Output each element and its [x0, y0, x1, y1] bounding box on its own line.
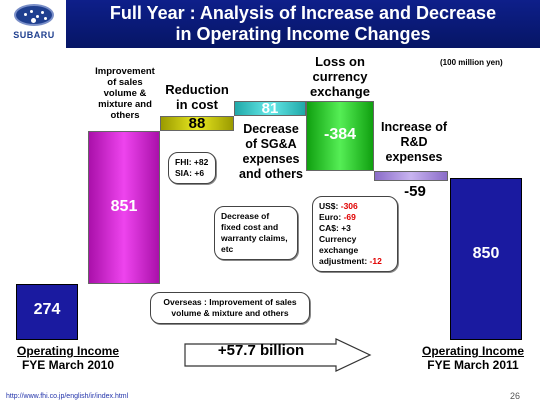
currency-adj-line: Currency: [319, 234, 357, 244]
label-cost-line: in cost: [176, 97, 218, 112]
logo-text: SUBARU: [13, 30, 55, 40]
bar-rd: [374, 171, 448, 181]
label-currency-line: currency: [312, 69, 368, 84]
callout-currency-breakdown: US$: -306 Euro: -69 CA$: +3 Currency exc…: [312, 196, 398, 272]
cost-fhi: FHI: +82: [175, 157, 209, 167]
end-label-line1: Operating Income: [421, 344, 525, 358]
callout-cost-breakdown: FHI: +82 SIA: +6: [168, 152, 216, 184]
cost-sia: SIA: +6: [175, 168, 205, 178]
adj-value: -12: [369, 256, 382, 266]
label-sga-line: of SG&A: [245, 137, 297, 151]
bar-currency: -384: [306, 101, 374, 171]
euro-label: Euro:: [319, 212, 344, 222]
label-rd-line: expenses: [385, 150, 443, 164]
label-cost-line: Reduction: [165, 82, 229, 97]
label-sales-line: others: [110, 110, 140, 121]
overseas-line: volume & mixture and others: [171, 308, 289, 318]
bar-rd-value: -59: [404, 183, 426, 200]
label-sales-line: mixture and: [98, 99, 152, 110]
end-label-line2: FYE March 2011: [427, 358, 519, 372]
currency-euro: Euro: -69: [319, 212, 391, 223]
overseas-line: Overseas : Improvement of sales: [163, 297, 297, 307]
label-sga: Decrease of SG&A expenses and others: [230, 122, 312, 182]
unit-note: (100 million yen): [440, 58, 503, 67]
bar-start: 274: [16, 284, 78, 340]
bar-cost-value: 88: [188, 115, 206, 132]
callout-sga-note: Decrease of fixed cost and warranty clai…: [214, 206, 298, 260]
sga-note-line: Decrease of: [221, 211, 270, 221]
bar-sga-value: 81: [261, 100, 279, 117]
us-value: -306: [340, 201, 358, 211]
total-change-arrow-icon: [184, 338, 372, 372]
label-sales: Improvement of sales volume & mixture an…: [86, 66, 164, 121]
currency-adj-line: exchange: [319, 245, 359, 255]
adj-label: adjustment:: [319, 256, 370, 266]
callout-overseas-note: Overseas : Improvement of sales volume &…: [150, 292, 310, 324]
label-rd: Increase of R&D expenses: [372, 120, 456, 165]
title-line-2: in Operating Income Changes: [175, 24, 431, 44]
label-sga-line: and others: [239, 167, 303, 181]
label-sales-line: volume &: [103, 88, 147, 99]
currency-adj: adjustment: -12: [319, 256, 391, 267]
label-rd-line: Increase of: [380, 120, 447, 134]
bar-sga: 81: [234, 100, 306, 117]
label-cost: Reduction in cost: [160, 82, 234, 112]
euro-value: -69: [343, 212, 356, 222]
sga-note-line: warranty claims,: [221, 233, 288, 243]
end-label: Operating Income FYE March 2011: [408, 344, 538, 372]
title-line-1: Full Year : Analysis of Increase and Dec…: [109, 3, 497, 23]
subaru-logo: SUBARU: [4, 4, 64, 44]
bar-end: 850: [450, 178, 522, 340]
bar-sales-value: 851: [110, 198, 138, 215]
sga-note-line: etc: [221, 244, 234, 254]
bar-start-value: 274: [33, 301, 61, 318]
start-label: Operating Income FYE March 2010: [2, 344, 134, 372]
us-label: US$:: [319, 201, 341, 211]
footer-url[interactable]: http://www.fhi.co.jp/english/ir/index.ht…: [6, 393, 129, 400]
label-rd-line: R&D: [400, 135, 428, 149]
label-currency-line: exchange: [310, 84, 370, 99]
label-sga-line: expenses: [242, 152, 300, 166]
label-sales-line: of sales: [107, 77, 143, 88]
pleiades-star-icon: [14, 4, 54, 26]
bar-sales: 851: [88, 131, 160, 284]
label-currency: Loss on currency exchange: [300, 54, 380, 99]
bar-end-value: 850: [472, 245, 500, 262]
sga-note-line: fixed cost and: [221, 222, 279, 232]
total-change: +57.7 billion: [217, 342, 305, 359]
bar-cost: 88: [160, 115, 234, 132]
label-currency-line: Loss on: [315, 54, 365, 69]
currency-ca: CA$: +3: [319, 223, 351, 233]
start-label-line1: Operating Income: [16, 344, 120, 358]
label-sales-line: Improvement: [95, 66, 155, 77]
page-number: 26: [510, 391, 521, 401]
bar-currency-value: -384: [323, 126, 357, 143]
currency-us: US$: -306: [319, 201, 391, 212]
slide-title: Full Year : Analysis of Increase and Dec…: [66, 0, 540, 48]
label-sga-line: Decrease: [243, 122, 299, 136]
start-label-line2: FYE March 2010: [21, 358, 115, 372]
